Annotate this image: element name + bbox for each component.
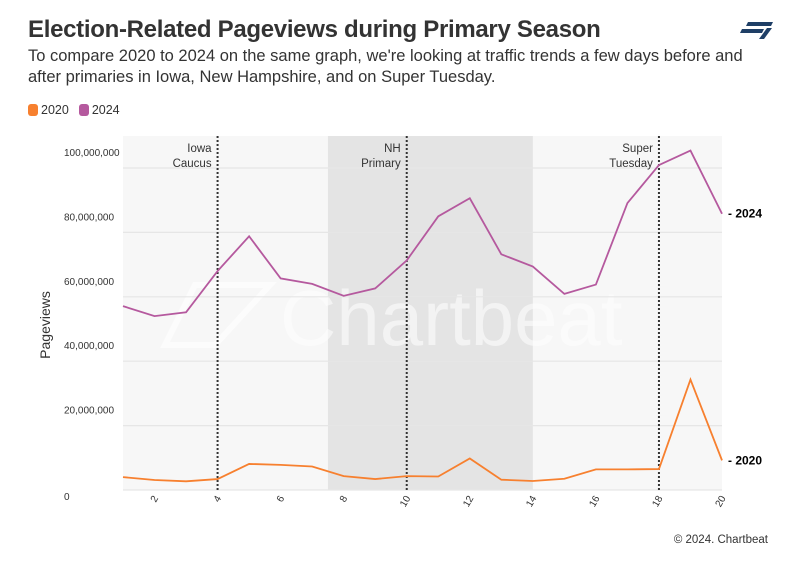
y-tick-label: 60,000,000 <box>64 277 114 288</box>
page-subtitle: To compare 2020 to 2024 on the same grap… <box>28 47 743 86</box>
x-tick-label: 12 <box>461 494 476 510</box>
x-tick-label: 20 <box>714 494 729 510</box>
x-tick-label: 16 <box>587 494 602 510</box>
annotation-label: Tuesday <box>609 158 653 170</box>
x-tick-label: 10 <box>398 494 413 510</box>
legend-item-2024[interactable]: 2024 <box>78 103 120 117</box>
y-tick-label: 100,000,000 <box>64 148 120 159</box>
chartbeat-logo-icon <box>738 20 774 45</box>
x-tick-label: 18 <box>650 494 665 510</box>
legend-item-2020[interactable]: 2020 <box>28 103 69 117</box>
legend-label-2024: 2024 <box>91 103 120 117</box>
x-tick-label: 6 <box>275 494 288 505</box>
annotation-label: NH <box>384 143 401 155</box>
y-tick-label: 80,000,000 <box>64 212 114 223</box>
series-line-2024 <box>122 149 723 318</box>
copyright: © 2024. Chartbeat <box>673 534 768 546</box>
shaded-band-nh-primary <box>327 136 533 490</box>
watermark-logo-icon <box>160 282 277 348</box>
watermark-chartbeat: Chartbeat <box>280 274 623 362</box>
y-tick-label: 0 <box>64 492 70 503</box>
y-tick-label: 40,000,000 <box>64 341 114 352</box>
legend-swatch-2020 <box>28 104 38 116</box>
y-axis-title: Pageviews <box>37 291 53 359</box>
legend: 2020 2024 <box>28 103 124 117</box>
x-tick-label: 2 <box>149 494 162 505</box>
annotation-label: Iowa <box>187 143 212 155</box>
series-line-2020 <box>122 376 723 483</box>
series-end-label-2024: - 2024 <box>728 207 762 221</box>
x-tick-label: 8 <box>338 494 351 505</box>
annotation-label: Caucus <box>173 158 212 170</box>
x-tick-label: 14 <box>524 494 539 510</box>
page-title: Election-Related Pageviews during Primar… <box>28 16 601 43</box>
legend-swatch-2024 <box>78 104 89 116</box>
annotation-label: Primary <box>361 158 401 170</box>
annotation-label: Super <box>622 143 653 155</box>
y-tick-label: 20,000,000 <box>64 406 114 417</box>
x-tick-label: 4 <box>212 494 225 505</box>
series-end-label-2020: - 2020 <box>728 453 762 467</box>
legend-label-2020: 2020 <box>41 103 69 117</box>
